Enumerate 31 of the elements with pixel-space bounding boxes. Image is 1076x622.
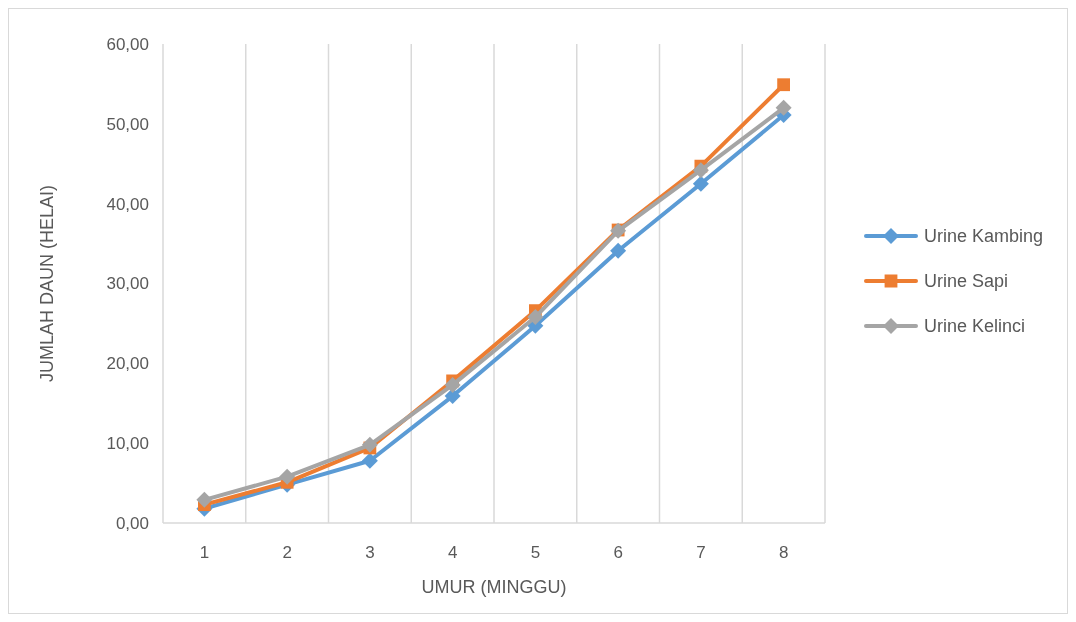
point [610, 242, 627, 259]
x-tick-label: 4 [447, 543, 458, 562]
x-tick-label: 3 [365, 543, 375, 562]
point [527, 309, 544, 326]
point [196, 491, 213, 508]
x-tick-label: 7 [696, 543, 706, 562]
y-tick-label: 40,00 [106, 194, 149, 214]
point [692, 162, 709, 179]
y-tick-label: 10,00 [106, 434, 149, 454]
point [361, 452, 378, 469]
y-tick-label: 30,00 [106, 274, 149, 294]
y-tick-label: 50,00 [106, 114, 149, 134]
y-axis-title: JUMLAH DAUN (HELAI) [37, 184, 57, 383]
point [775, 99, 792, 116]
x-tick-label: 8 [778, 543, 789, 562]
legend-label: Urine Kelinci [924, 316, 1026, 337]
y-tick-label: 20,00 [106, 354, 149, 374]
y-tick-label: 0,00 [115, 513, 149, 533]
x-tick-label: 2 [282, 543, 292, 562]
point [361, 436, 378, 453]
legend-label: Urine Sapi [924, 271, 1009, 292]
x-tick-label: 5 [530, 543, 541, 562]
x-tick-label: 6 [613, 543, 623, 562]
point [692, 175, 709, 192]
point [444, 376, 461, 393]
point [279, 468, 296, 485]
legend-label: Urine Kambing [924, 226, 1044, 247]
point [777, 78, 791, 92]
x-axis-title: UMUR (MINGGU) [421, 577, 567, 597]
x-tick-label: 1 [199, 543, 210, 562]
y-tick-label: 60,00 [106, 34, 149, 54]
